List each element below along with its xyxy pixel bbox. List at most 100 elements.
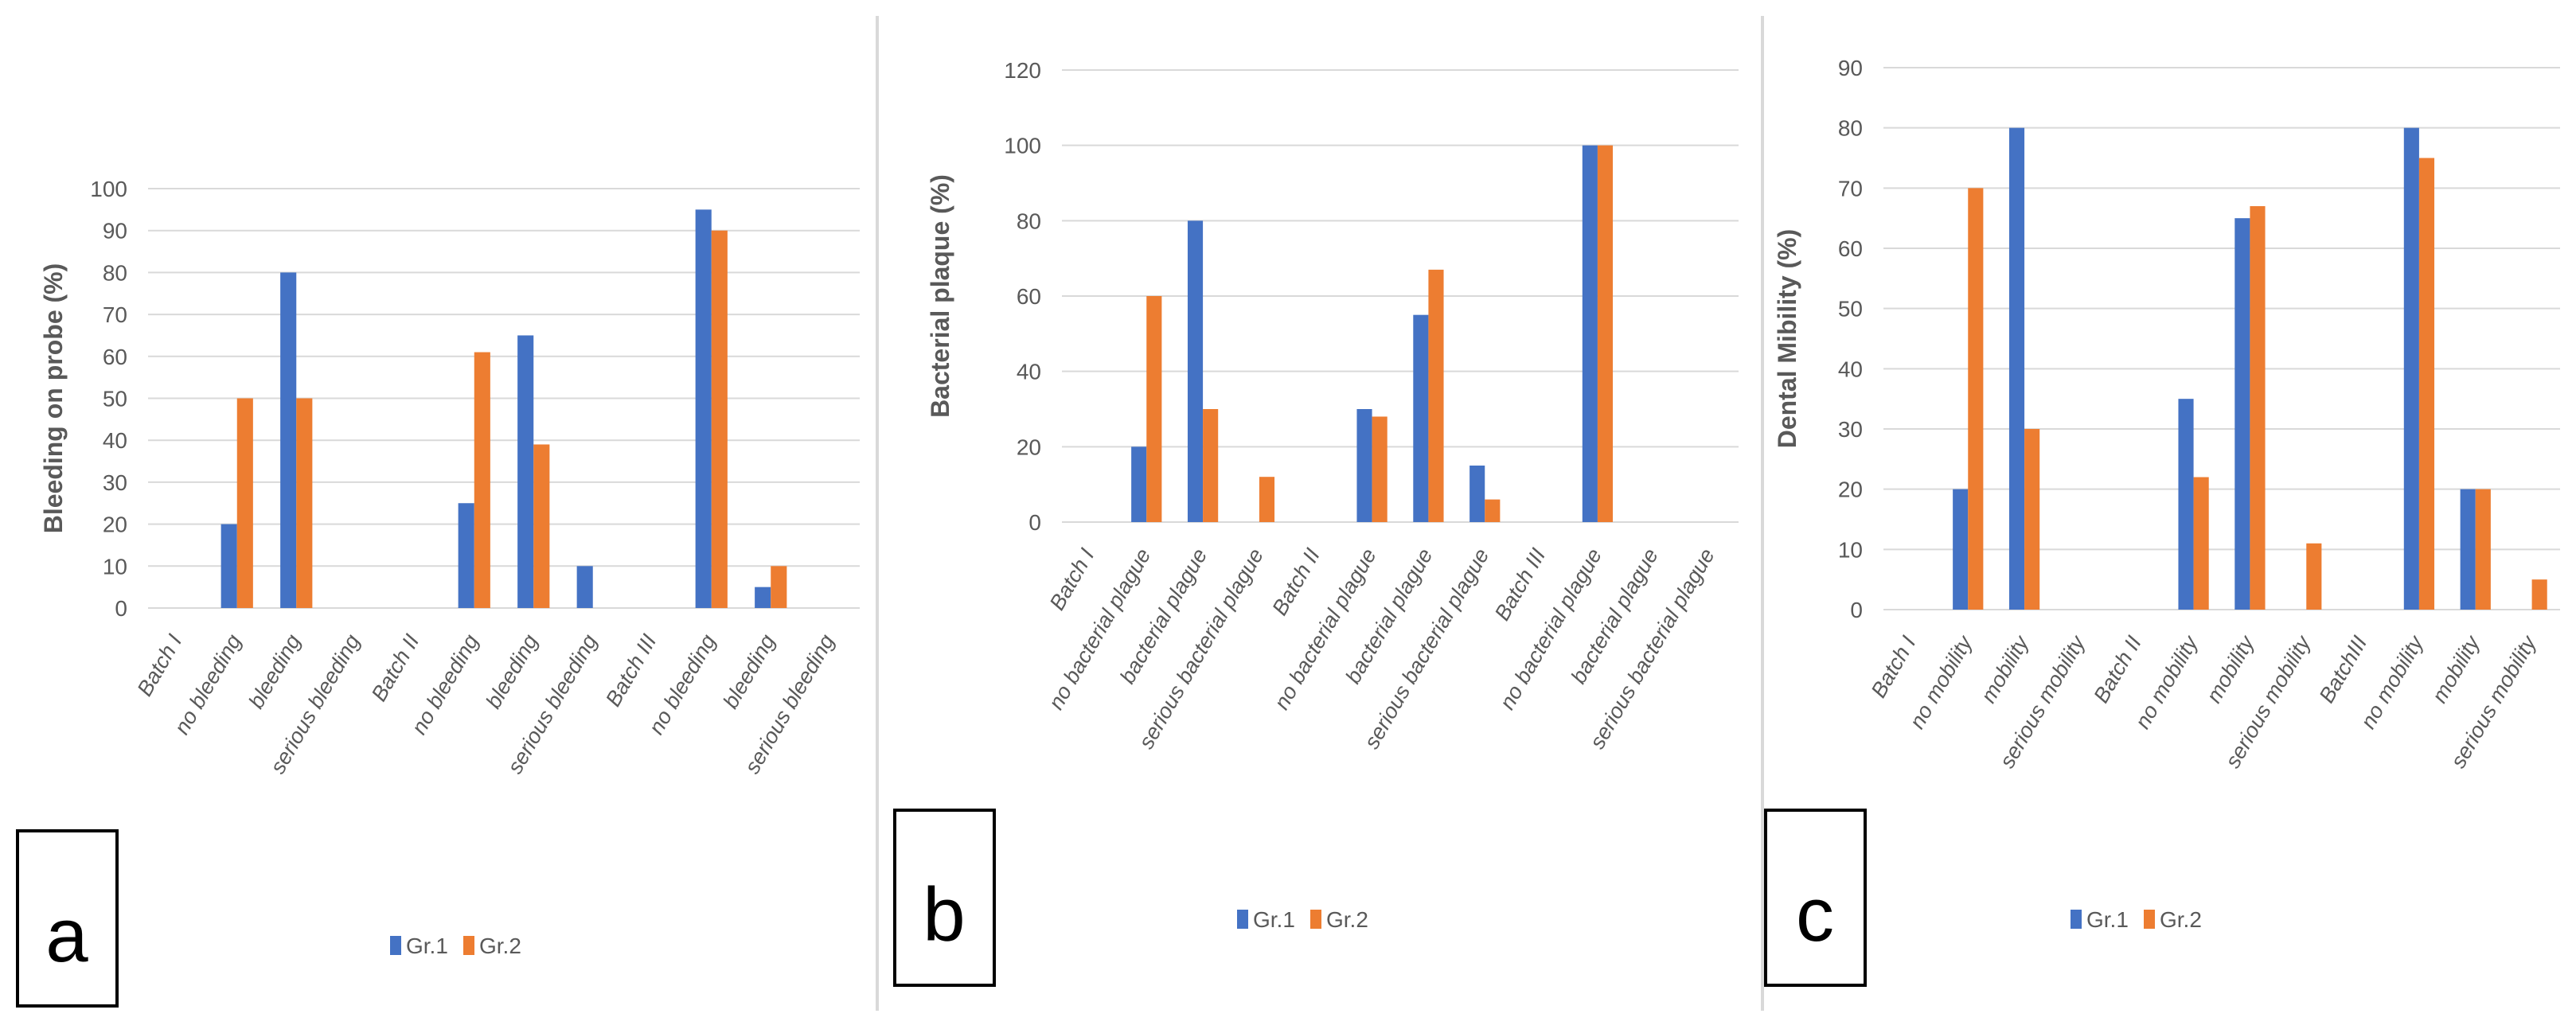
x-category-label: BatchIII	[2315, 632, 2372, 708]
legend-swatch-gr2	[1310, 910, 1321, 929]
bar-gr2	[236, 398, 253, 608]
bar-gr1	[2234, 218, 2250, 610]
bar-gr2	[771, 566, 787, 608]
bar-gr1	[1469, 466, 1485, 522]
bar-gr2	[1146, 296, 1162, 522]
panel-letter-box	[893, 809, 996, 987]
y-tick-label: 50	[103, 387, 127, 411]
y-tick-label: 60	[103, 345, 127, 369]
y-tick-label: 70	[1838, 176, 1863, 201]
chart-panel-a: 0 10 20 30 40 50 60 70 80 90 100 Bleeding on probe …	[16, 177, 860, 1008]
x-category-label: mobility	[1977, 631, 2034, 708]
legend-swatch-gr2	[463, 936, 474, 955]
y-tick-label: 0	[115, 596, 127, 621]
bar-gr2	[2306, 543, 2322, 610]
x-category-label: Batch III	[601, 630, 662, 711]
bar-gr1	[1582, 145, 1598, 522]
y-tick-label: 60	[1838, 236, 1863, 261]
bar-gr2	[1597, 145, 1614, 522]
bar-gr1	[1187, 220, 1204, 522]
bar-gr2	[1203, 409, 1219, 522]
legend-label-gr1: Gr.1	[406, 934, 448, 958]
y-tick-label: 30	[103, 470, 127, 495]
y-tick-label: 90	[103, 219, 127, 244]
legend-swatch-gr1	[390, 936, 401, 955]
x-category-label: Batch I	[1045, 544, 1099, 614]
legend-label-gr1: Gr.1	[1253, 907, 1295, 932]
legend-label-gr2: Gr.2	[479, 934, 521, 958]
y-axis-title: Bacterial plaque (%)	[926, 174, 954, 418]
bar-gr1	[2403, 127, 2419, 610]
bar-gr2	[474, 352, 490, 608]
chart-panel-c: 0 10 20 30 40 50 60 70 80 90 Dental Mibility (%) Ba…	[1764, 56, 2560, 987]
x-category-label: no bacterial plague	[1044, 544, 1155, 714]
y-tick-label: 100	[1004, 134, 1041, 158]
bar-gr1	[280, 272, 297, 608]
y-tick-label: 50	[1838, 297, 1863, 322]
panel-divider	[1761, 16, 1764, 1011]
chart-panel-b: 0 20 40 60 80 100 120 Bacterial plaque (%) Batch…	[893, 58, 1739, 987]
legend-swatch-gr1	[2071, 910, 2082, 929]
bar-gr1	[1131, 446, 1147, 522]
y-tick-label: 20	[1017, 435, 1041, 459]
bar-gr2	[1968, 188, 1984, 610]
bar-gr2	[2531, 579, 2547, 610]
panel-letter: c	[1796, 872, 1834, 957]
y-tick-label: 80	[1017, 209, 1041, 233]
x-category-label: no bacterial plague	[1270, 544, 1381, 714]
bar-gr1	[1413, 314, 1429, 522]
y-tick-label: 100	[90, 177, 127, 201]
x-category-label: Batch III	[1490, 544, 1551, 625]
y-tick-label: 120	[1004, 58, 1041, 83]
y-axis-title: Dental Mibility (%)	[1773, 229, 1801, 449]
panel-letter: a	[45, 893, 88, 978]
y-tick-label: 0	[1028, 510, 1041, 535]
bar-gr2	[1372, 416, 1388, 522]
y-tick-label: 90	[1838, 56, 1863, 80]
x-category-label: Batch II	[1267, 544, 1325, 620]
x-category-label: Batch I	[1867, 632, 1921, 702]
y-tick-label: 80	[103, 260, 127, 285]
bar-gr1	[755, 587, 771, 608]
y-tick-label: 10	[103, 554, 127, 579]
bar-gr1	[2460, 489, 2476, 610]
bar-gr1	[221, 524, 237, 608]
x-category-label: Batch I	[132, 630, 186, 700]
bar-gr1	[576, 566, 593, 608]
bar-gr2	[2193, 477, 2209, 610]
y-tick-label: 20	[1838, 478, 1863, 502]
x-category-label: mobility	[2202, 631, 2259, 708]
panel-letter-box	[16, 829, 119, 1008]
y-tick-label: 30	[1838, 417, 1863, 442]
x-category-label: mobility	[2427, 631, 2484, 708]
bar-gr1	[1356, 409, 1372, 522]
y-tick-label: 40	[1017, 360, 1041, 384]
bar-gr2	[2024, 429, 2040, 610]
bar-gr2	[711, 230, 728, 608]
y-tick-label: 70	[103, 302, 127, 327]
x-category-label: bleeding	[481, 630, 542, 712]
y-tick-label: 0	[1850, 598, 1863, 622]
bar-gr2	[1428, 269, 1444, 522]
bar-gr2	[1485, 499, 1501, 522]
bar-gr1	[1953, 489, 1969, 610]
legend-label-gr1: Gr.1	[2086, 907, 2129, 932]
panel-letter-box	[1764, 809, 1867, 987]
y-tick-label: 20	[103, 513, 127, 537]
panel-divider	[876, 16, 879, 1011]
y-tick-label: 10	[1838, 537, 1863, 562]
bar-gr2	[296, 398, 313, 608]
bar-gr2	[533, 444, 550, 608]
bar-gr1	[2008, 127, 2025, 610]
bar-gr1	[458, 503, 474, 608]
x-category-label: Batch II	[367, 630, 424, 706]
y-axis-title: Bleeding on probe (%)	[39, 263, 68, 534]
legend-swatch-gr2	[2144, 910, 2155, 929]
bar-gr1	[517, 335, 534, 608]
bar-gr2	[1259, 477, 1275, 522]
bar-gr2	[2475, 489, 2491, 610]
panel-letter: b	[923, 872, 965, 957]
y-tick-label: 60	[1017, 284, 1041, 309]
y-tick-label: 40	[103, 428, 127, 453]
